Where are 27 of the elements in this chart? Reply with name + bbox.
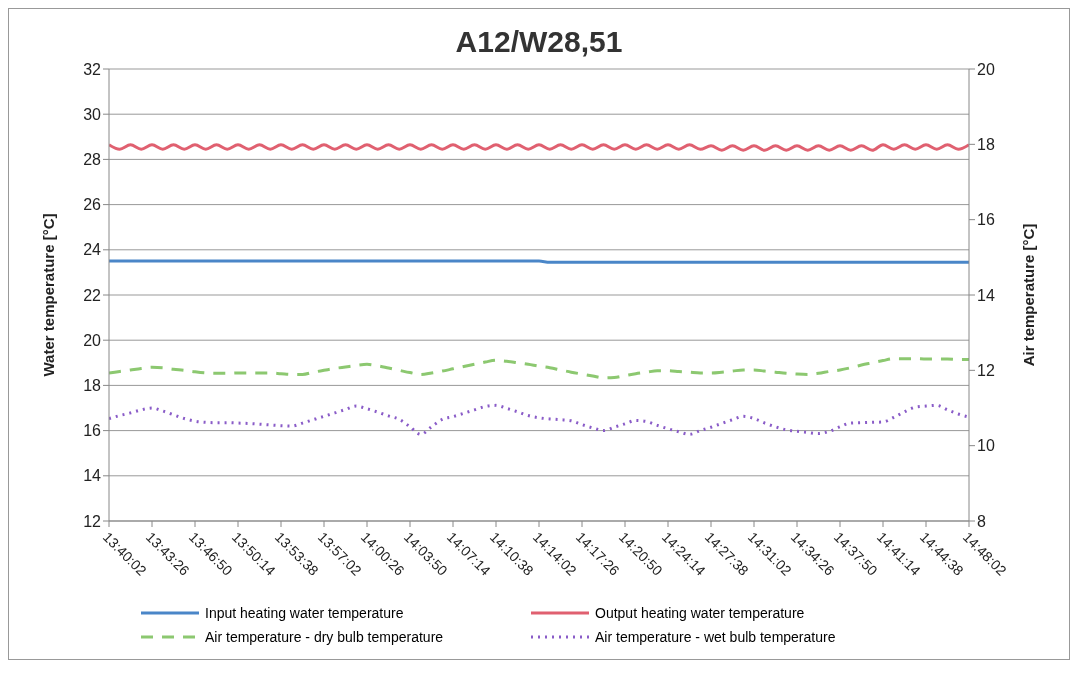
y2-tick-label: 14 bbox=[977, 286, 995, 304]
y-axis-title: Water temperature [°C] bbox=[40, 213, 58, 377]
y2-axis-title: Air temperature [°C] bbox=[1020, 223, 1038, 367]
line-series bbox=[109, 403, 969, 436]
y2-tick-label: 10 bbox=[977, 437, 995, 455]
y-tick-label: 32 bbox=[83, 60, 102, 78]
y-tick-label: 22 bbox=[83, 286, 102, 304]
legend-label: Input heating water temperature bbox=[205, 605, 404, 621]
y-tick-label: 14 bbox=[83, 467, 102, 485]
y-tick-label: 30 bbox=[83, 105, 102, 123]
y-tick-label: 26 bbox=[83, 196, 102, 214]
y-tick-label: 24 bbox=[83, 241, 102, 259]
legend-label: Air temperature - wet bulb temperature bbox=[595, 629, 836, 645]
y-tick-label: 18 bbox=[83, 377, 102, 395]
legend-label: Output heating water temperature bbox=[595, 605, 805, 621]
y-tick-label: 12 bbox=[83, 512, 102, 530]
y2-tick-label: 16 bbox=[977, 211, 995, 229]
chart-title: A12/W28,51 bbox=[454, 24, 624, 59]
y2-tick-label: 8 bbox=[977, 512, 986, 530]
y-tick-label: 20 bbox=[83, 331, 102, 349]
line-series bbox=[109, 357, 969, 380]
y2-tick-label: 12 bbox=[977, 362, 995, 380]
y-tick-label: 16 bbox=[83, 422, 102, 440]
y-tick-label: 28 bbox=[83, 151, 102, 169]
legend-label: Air temperature - dry bulb temperature bbox=[205, 629, 444, 645]
y2-tick-label: 20 bbox=[977, 60, 995, 78]
y2-tick-label: 18 bbox=[977, 136, 995, 154]
